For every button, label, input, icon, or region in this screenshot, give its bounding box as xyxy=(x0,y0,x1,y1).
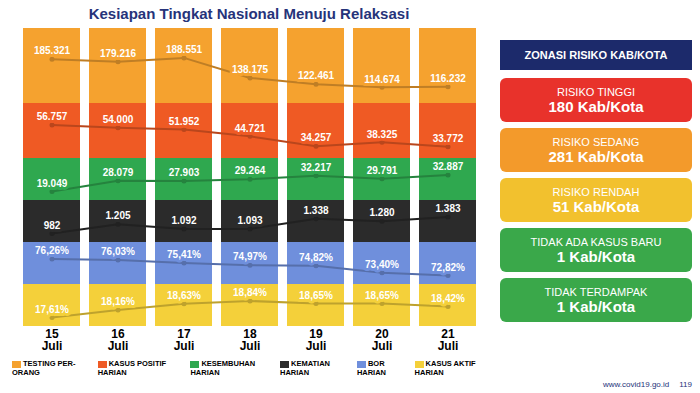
html-text:KESEMBUHAN HARIAN: KESEMBUHAN HARIAN xyxy=(190,359,256,377)
svg-text:188.551: 188.551 xyxy=(166,44,203,55)
svg-text:21Juli: 21Juli xyxy=(438,327,459,353)
svg-text:18,65%: 18,65% xyxy=(299,290,333,301)
html-text:180 Kab/Kota: 180 Kab/Kota xyxy=(548,97,644,115)
svg-text:32.887: 32.887 xyxy=(433,161,464,172)
svg-text:51.952: 51.952 xyxy=(169,116,200,127)
html-text:KASUS AKTIF HARIAN: KASUS AKTIF HARIAN xyxy=(414,359,476,377)
svg-text:18,65%: 18,65% xyxy=(365,290,399,301)
svg-text:15Juli: 15Juli xyxy=(42,327,63,353)
html-text:119: 119 xyxy=(679,380,692,389)
svg-text:18,16%: 18,16% xyxy=(101,296,135,307)
html-text:ZONASI RISIKO KAB/KOTA: ZONASI RISIKO KAB/KOTA xyxy=(524,49,668,61)
html-text:BOR HARIAN: BOR HARIAN xyxy=(356,359,386,377)
svg-text:19.049: 19.049 xyxy=(37,178,68,189)
svg-text:17Juli: 17Juli xyxy=(174,327,195,353)
html-text:TIDAK ADA KASUS BARU: TIDAK ADA KASUS BARU xyxy=(530,235,662,248)
svg-text:18Juli: 18Juli xyxy=(240,327,261,353)
svg-text:34.257: 34.257 xyxy=(301,132,332,143)
svg-text:76,26%: 76,26% xyxy=(35,245,69,256)
html-text:281 Kab/Kota: 281 Kab/Kota xyxy=(548,147,644,165)
svg-text:76,03%: 76,03% xyxy=(101,246,135,257)
svg-text:1.093: 1.093 xyxy=(237,215,262,226)
svg-text:114.674: 114.674 xyxy=(364,74,400,85)
html-text:KEMATIAN HARIAN: KEMATIAN HARIAN xyxy=(280,359,330,377)
svg-text:73,40%: 73,40% xyxy=(365,259,399,270)
svg-text:27.903: 27.903 xyxy=(169,167,200,178)
svg-text:74,82%: 74,82% xyxy=(299,252,333,263)
svg-text:75,41%: 75,41% xyxy=(167,249,201,260)
svg-text:32.217: 32.217 xyxy=(301,162,332,173)
html-text:TIDAK TERDAMPAK: TIDAK TERDAMPAK xyxy=(544,285,648,298)
svg-text:28.079: 28.079 xyxy=(103,167,134,178)
svg-text:179.216: 179.216 xyxy=(100,48,137,59)
svg-text:185.321: 185.321 xyxy=(34,45,71,56)
svg-text:17,61%: 17,61% xyxy=(35,304,69,315)
svg-text:29.264: 29.264 xyxy=(235,165,266,176)
html-text:www.covid19.go.id: www.covid19.go.id xyxy=(603,380,670,389)
svg-text:1.338: 1.338 xyxy=(303,205,328,216)
svg-text:1.092: 1.092 xyxy=(171,215,196,226)
svg-text:29.791: 29.791 xyxy=(367,165,398,176)
svg-text:54.000: 54.000 xyxy=(103,114,134,125)
html-text:1 Kab/Kota: 1 Kab/Kota xyxy=(556,247,636,265)
html-text:TESTING PER-ORANG: TESTING PER-ORANG xyxy=(12,359,76,377)
svg-text:44.721: 44.721 xyxy=(235,123,266,134)
svg-text:18,42%: 18,42% xyxy=(431,293,465,304)
html-text:51 Kab/Kota: 51 Kab/Kota xyxy=(552,197,640,215)
svg-text:38.325: 38.325 xyxy=(367,129,398,140)
svg-text:122.461: 122.461 xyxy=(298,70,335,81)
svg-text:138.175: 138.175 xyxy=(232,64,269,75)
svg-text:74,97%: 74,97% xyxy=(233,251,267,262)
svg-text:116.232: 116.232 xyxy=(430,73,466,84)
svg-text:16Juli: 16Juli xyxy=(108,327,129,353)
svg-text:1.205: 1.205 xyxy=(105,210,130,221)
svg-text:19Juli: 19Juli xyxy=(306,327,327,353)
svg-text:1.383: 1.383 xyxy=(435,203,460,214)
svg-text:72,82%: 72,82% xyxy=(431,262,465,273)
svg-text:33.772: 33.772 xyxy=(433,133,464,144)
svg-text:982: 982 xyxy=(44,220,61,231)
html-text:KASUS POSITIF HARIAN: KASUS POSITIF HARIAN xyxy=(97,359,167,377)
svg-text:18,63%: 18,63% xyxy=(167,290,201,301)
html-text:RISIKO RENDAH: RISIKO RENDAH xyxy=(552,185,640,198)
svg-text:56.757: 56.757 xyxy=(37,111,68,122)
svg-text:1.280: 1.280 xyxy=(369,207,394,218)
html-text:RISIKO SEDANG: RISIKO SEDANG xyxy=(552,135,640,148)
html-text:1 Kab/Kota: 1 Kab/Kota xyxy=(556,297,636,315)
svg-text:20Juli: 20Juli xyxy=(372,327,393,353)
svg-text:18,84%: 18,84% xyxy=(233,287,267,298)
html-text:RISIKO TINGGI: RISIKO TINGGI xyxy=(557,85,635,98)
html-text:Kesiapan Tingkat Nasional Menu: Kesiapan Tingkat Nasional Menuju Relaksa… xyxy=(88,5,410,22)
